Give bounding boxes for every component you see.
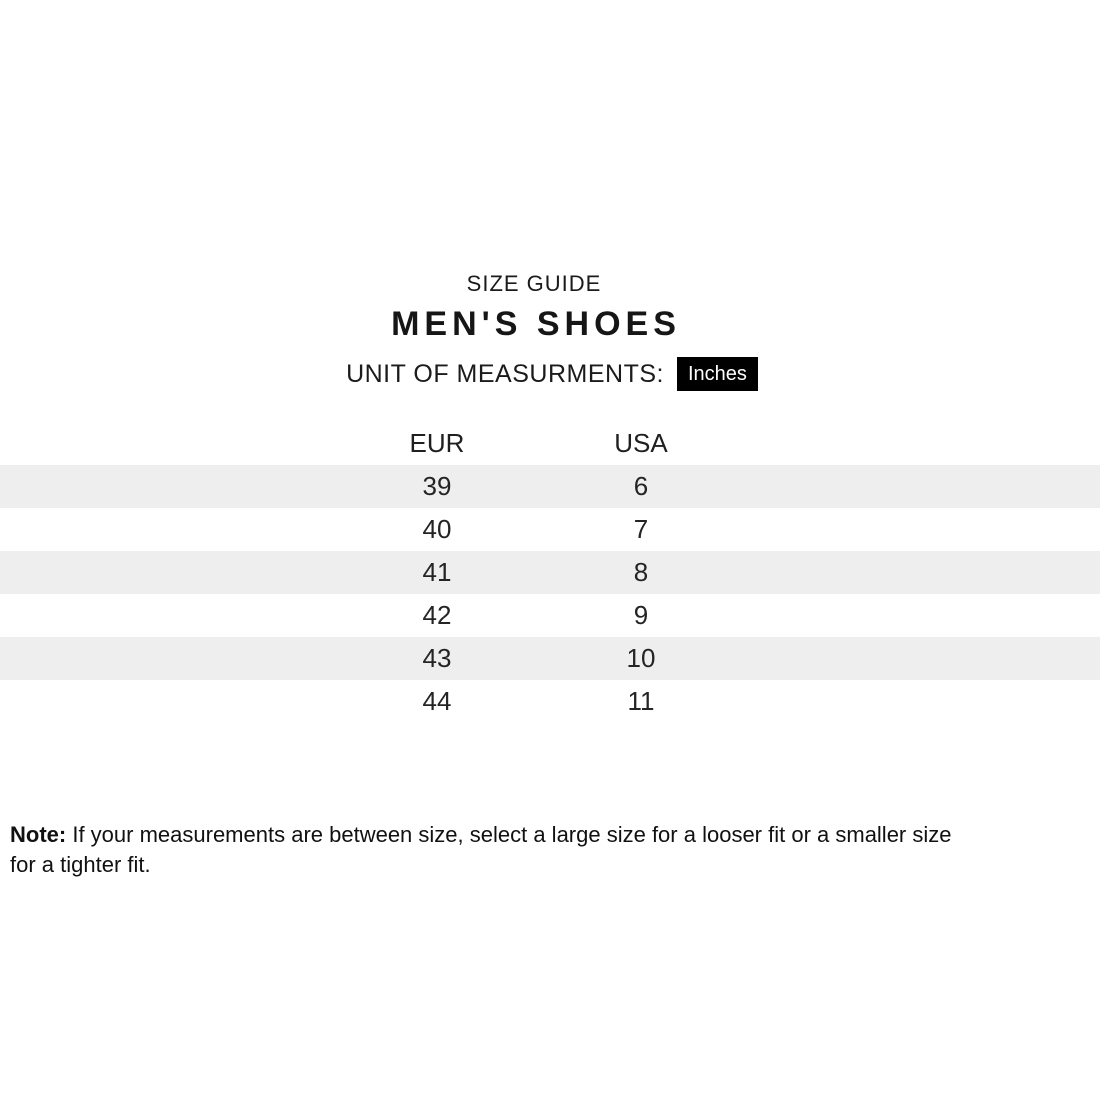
unit-of-measurement-row: UNIT OF MEASURMENTS: Inches: [0, 354, 1100, 394]
note-text-line2: for a tighter fit.: [10, 852, 151, 877]
usa-value: 6: [633, 471, 649, 501]
table-row: 40 7: [0, 508, 1100, 551]
usa-value: 9: [633, 600, 649, 630]
table-row: 42 9: [0, 594, 1100, 637]
page-title: MEN'S SHOES: [391, 305, 681, 343]
note-label: Note:: [10, 822, 67, 847]
column-header-eur: EUR: [409, 427, 465, 458]
table-row: 43 10: [0, 637, 1100, 680]
usa-value: 11: [627, 686, 655, 716]
eur-value: 41: [422, 557, 452, 587]
table-header-row: EUR USA: [0, 421, 1100, 465]
eur-value: 42: [422, 600, 452, 630]
usa-value: 8: [633, 557, 649, 587]
eur-value: 43: [422, 643, 452, 673]
usa-value: 7: [633, 514, 649, 544]
unit-label: UNIT OF MEASURMENTS:: [346, 359, 664, 388]
eur-value: 44: [422, 686, 452, 716]
unit-inches-badge[interactable]: Inches: [676, 357, 758, 391]
note: Note: If your measurements are between s…: [10, 820, 1095, 880]
size-guide-label: SIZE GUIDE: [466, 271, 602, 296]
table-row: 44 11: [0, 680, 1100, 723]
eur-value: 40: [422, 514, 452, 544]
size-table: EUR USA 39 6 40 7 41 8 42 9 43 10 44 11: [0, 421, 1100, 723]
table-row: 41 8: [0, 551, 1100, 594]
note-text-line1: If your measurements are between size, s…: [72, 822, 952, 847]
usa-value: 10: [626, 643, 656, 673]
table-row: 39 6: [0, 465, 1100, 508]
eur-value: 39: [422, 471, 452, 501]
column-header-usa: USA: [614, 427, 668, 458]
